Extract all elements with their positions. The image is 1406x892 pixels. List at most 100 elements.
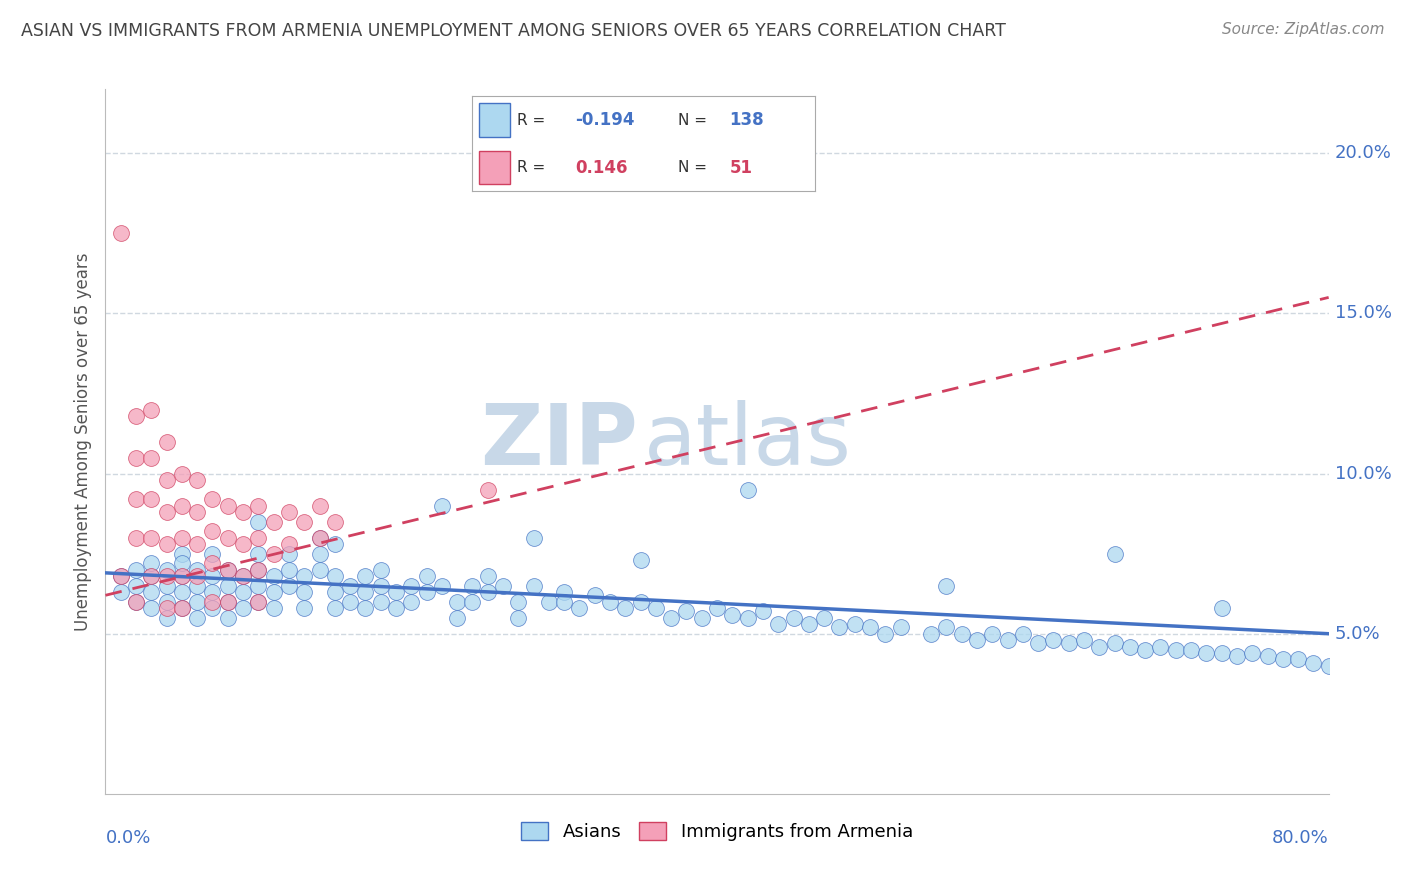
Point (354, 601, 377, 615)
Point (141, 402, 163, 417)
Point (155, 505, 177, 519)
Point (201, 601, 224, 615)
Point (889, 620, 911, 634)
Point (1164, 642, 1187, 657)
Point (247, 563, 270, 577)
Point (110, 569, 132, 583)
Point (141, 492, 163, 507)
Point (1104, 547, 1126, 561)
Point (170, 556, 193, 570)
Point (614, 601, 637, 615)
Point (844, 617, 866, 632)
Point (247, 563, 270, 577)
Text: 15.0%: 15.0% (1334, 304, 1392, 322)
Point (430, 499, 453, 513)
Point (399, 595, 422, 609)
Point (141, 569, 163, 583)
Point (706, 601, 728, 615)
Point (141, 556, 163, 570)
Point (690, 610, 713, 624)
Point (446, 610, 468, 624)
Point (644, 601, 666, 615)
Text: 10.0%: 10.0% (1334, 465, 1392, 483)
Point (323, 585, 346, 599)
Point (1119, 640, 1142, 654)
Point (217, 595, 239, 609)
Point (110, 569, 132, 583)
Point (232, 601, 254, 615)
Point (247, 595, 270, 609)
Point (430, 579, 453, 593)
Point (141, 569, 163, 583)
Point (752, 604, 775, 618)
Text: ASIAN VS IMMIGRANTS FROM ARMENIA UNEMPLOYMENT AMONG SENIORS OVER 65 YEARS CORREL: ASIAN VS IMMIGRANTS FROM ARMENIA UNEMPLO… (21, 22, 1005, 40)
Point (1149, 640, 1171, 654)
Point (292, 515, 315, 529)
Point (339, 579, 361, 593)
Point (217, 610, 239, 624)
Point (186, 579, 208, 593)
Point (155, 537, 177, 551)
Point (155, 563, 177, 577)
Point (170, 569, 193, 583)
Point (568, 601, 591, 615)
Point (492, 579, 515, 593)
Point (385, 601, 408, 615)
Point (477, 569, 499, 583)
Point (1226, 649, 1249, 664)
Point (217, 531, 239, 545)
Point (370, 595, 392, 609)
Text: atlas: atlas (644, 400, 852, 483)
Point (1256, 649, 1278, 664)
Point (201, 569, 224, 583)
Point (292, 569, 315, 583)
Point (583, 588, 606, 602)
Point (399, 579, 422, 593)
Point (920, 626, 942, 640)
Point (477, 585, 499, 599)
Point (232, 585, 254, 599)
Point (1057, 636, 1080, 650)
Point (155, 595, 177, 609)
Point (1011, 626, 1033, 640)
Text: 80.0%: 80.0% (1272, 830, 1329, 847)
Point (141, 601, 163, 615)
Point (339, 595, 361, 609)
Point (599, 595, 621, 609)
Point (1026, 636, 1049, 650)
Y-axis label: Unemployment Among Seniors over 65 years: Unemployment Among Seniors over 65 years (73, 252, 91, 631)
Point (415, 569, 437, 583)
Point (170, 467, 193, 481)
Point (1271, 652, 1294, 666)
Point (721, 607, 744, 622)
Point (797, 617, 820, 632)
Point (277, 505, 299, 519)
Point (477, 483, 499, 497)
Point (277, 547, 299, 561)
Point (553, 595, 575, 609)
Point (125, 595, 148, 609)
Point (201, 595, 224, 609)
Point (997, 633, 1019, 648)
Point (186, 563, 208, 577)
Point (277, 563, 299, 577)
Point (308, 531, 330, 545)
Point (782, 610, 804, 624)
Point (186, 473, 208, 487)
Point (170, 601, 193, 615)
Point (277, 579, 299, 593)
Point (217, 595, 239, 609)
Point (323, 515, 346, 529)
Point (110, 585, 132, 599)
Point (125, 563, 148, 577)
Point (630, 595, 652, 609)
Point (1317, 658, 1340, 673)
Point (247, 595, 270, 609)
Text: ZIP: ZIP (479, 400, 637, 483)
Point (125, 450, 148, 465)
Point (553, 585, 575, 599)
Point (981, 626, 1004, 640)
Point (125, 595, 148, 609)
Point (125, 492, 148, 507)
Point (1133, 642, 1156, 657)
